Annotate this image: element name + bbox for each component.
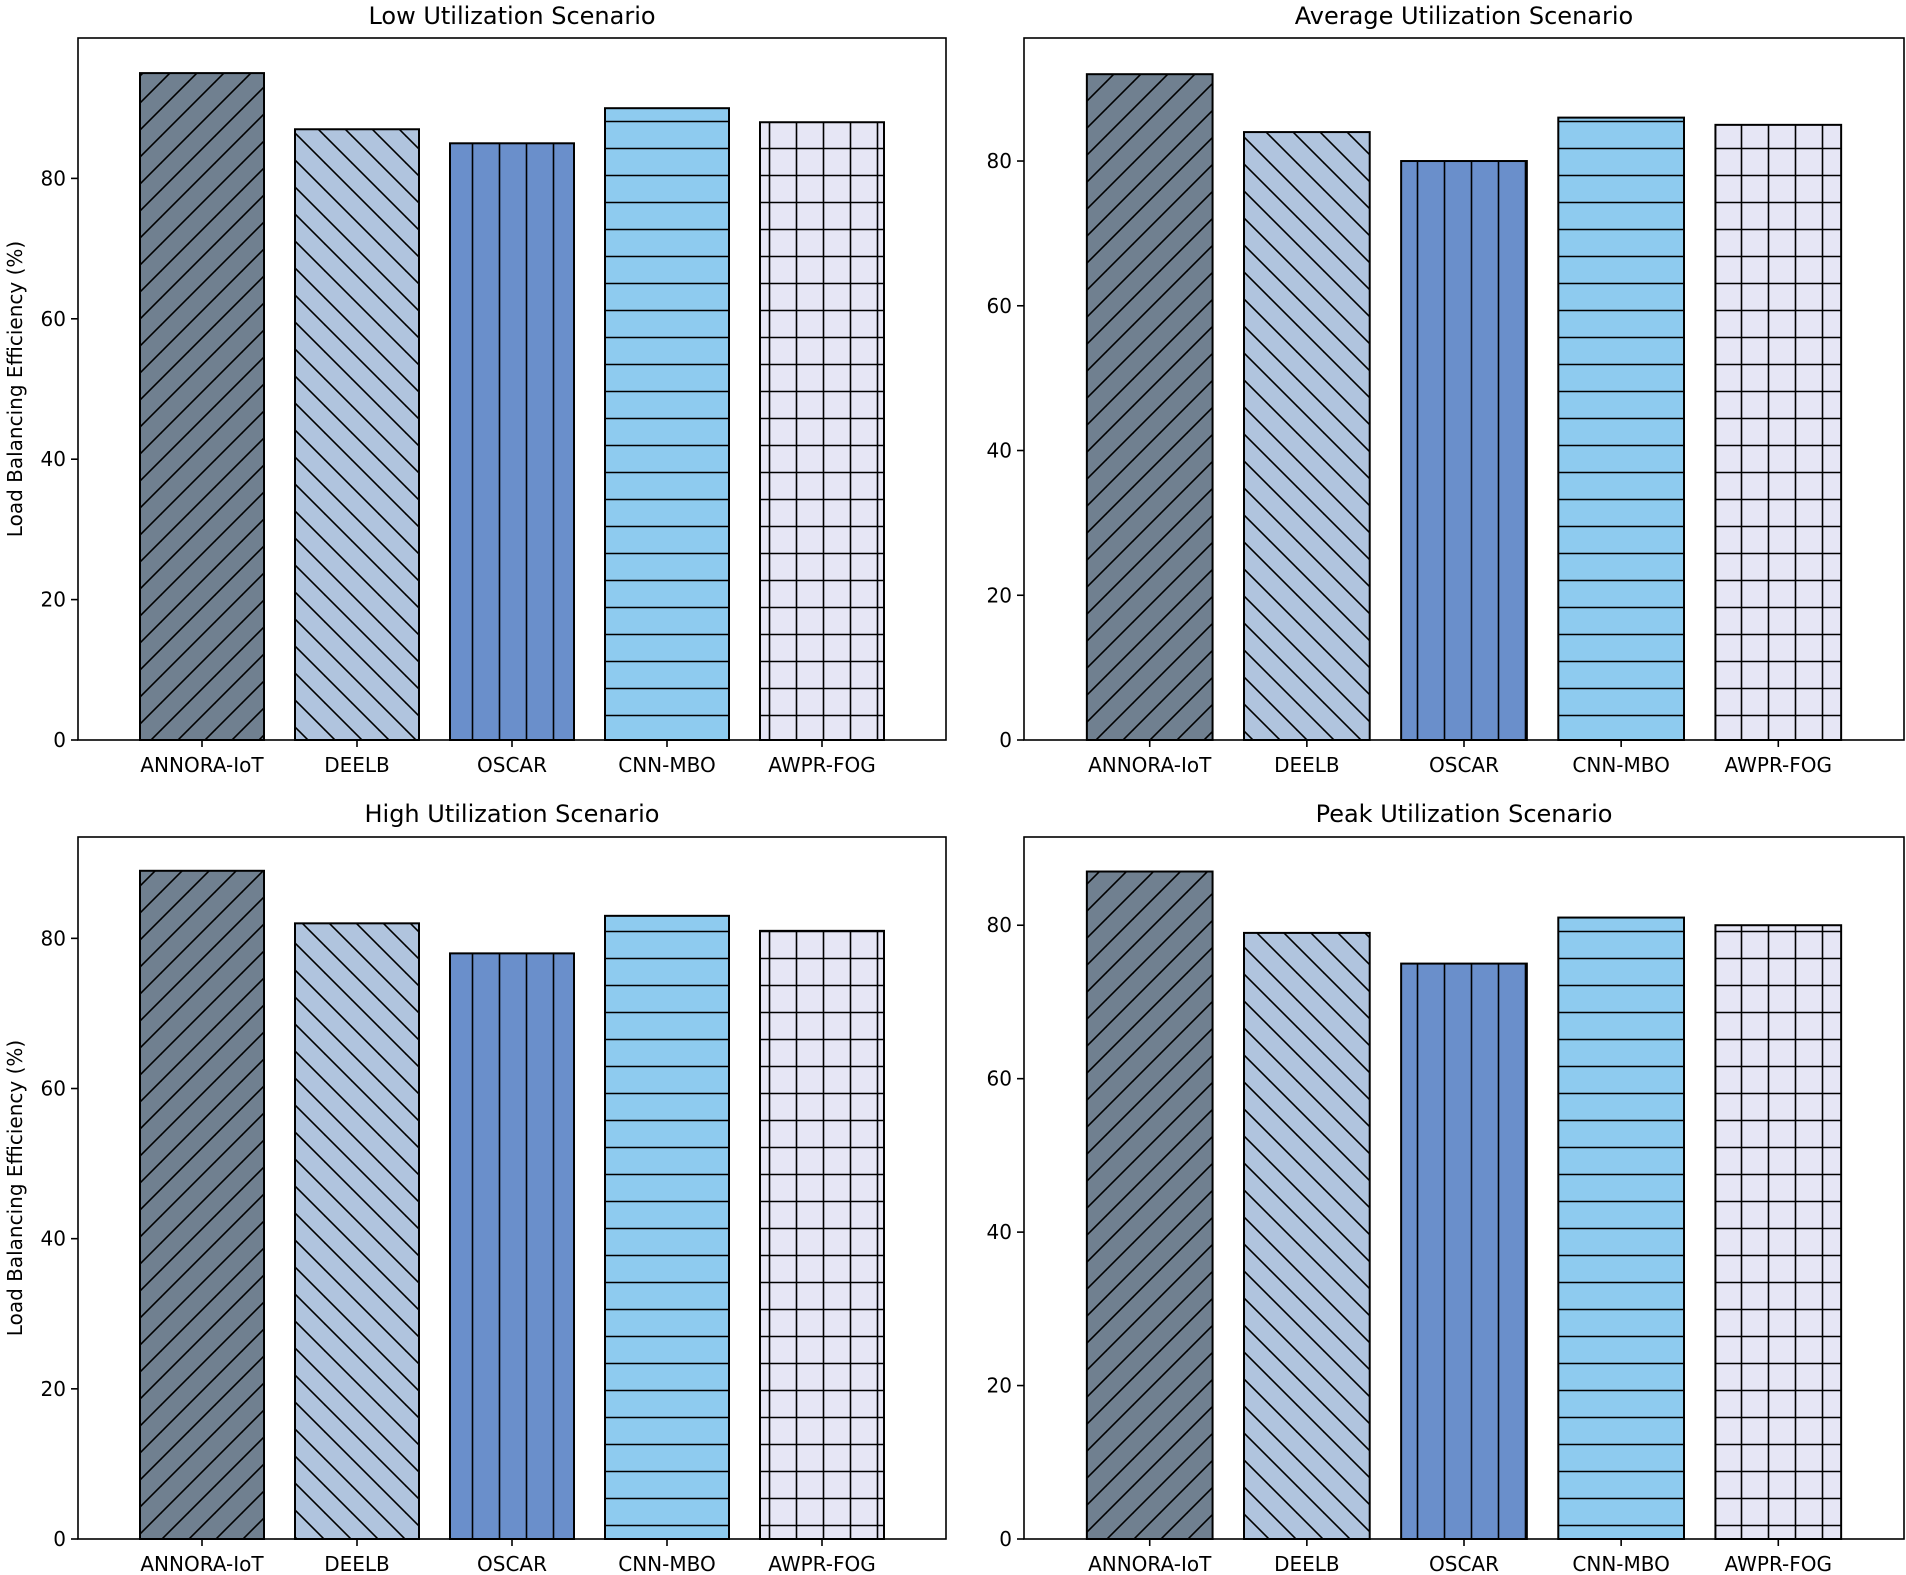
y-tick-label: 0 [53,728,66,752]
y-tick-label: 0 [999,728,1012,752]
x-tick-label: DEELB [1274,1552,1340,1575]
plot-area: 0 20 40 60 80 ANNORA-IoT DEELB OSCAR CNN-MBO AWPR… [41,836,947,1575]
y-tick-label: 80 [41,166,66,190]
y-tick-label: 20 [987,1374,1012,1398]
x-tick-label: ANNORA-IoT [140,753,264,777]
plot-area: 0 20 40 60 80 ANNORA-IoT DEELB OSCAR CNN-MBO AWPR… [987,836,1905,1575]
chart-title: High Utilization Scenario [364,800,659,828]
x-tick-label: OSCAR [1429,753,1499,777]
bar-oscar [449,952,575,1540]
y-tick-label: 60 [987,294,1012,318]
x-tick-label: CNN-MBO [618,1552,715,1575]
y-tick-label: 20 [41,1377,66,1401]
bar-oscar [449,142,575,742]
panel-peak-utilization: Peak Utilization Scenario 0 20 40 60 80 ANNOR… [987,800,1905,1575]
bar-awpr-fog [1714,924,1843,1540]
bar-cnn-mbo [1557,916,1686,1540]
bar-deelb [294,922,420,1540]
bar-awpr-fog [759,929,885,1540]
x-tick-label: CNN-MBO [1572,753,1669,777]
y-tick-label: 80 [41,926,66,950]
y-tick-label: 40 [987,1220,1012,1244]
y-axis-label: Load Balancing Efficiency (%) [3,1040,27,1336]
chart-title: Low Utilization Scenario [368,2,655,30]
x-tick-label: OSCAR [1429,1552,1499,1575]
bar-cnn-mbo [604,107,730,741]
x-tick-label: CNN-MBO [618,753,715,777]
bar-oscar [1400,962,1528,1540]
y-tick-label: 40 [41,1227,66,1251]
y-tick-label: 40 [987,439,1012,463]
y-tick-label: 60 [41,307,66,331]
x-tick-label: ANNORA-IoT [140,1552,264,1575]
y-tick-label: 80 [987,913,1012,937]
x-tick-label: AWPR-FOG [768,1552,875,1575]
x-tick-label: DEELB [324,753,390,777]
x-tick-label: ANNORA-IoT [1088,753,1212,777]
y-tick-label: 60 [987,1067,1012,1091]
x-tick-label: DEELB [324,1552,390,1575]
y-tick-label: 40 [41,447,66,471]
bar-deelb [1243,131,1371,741]
bar-annora-iot [1085,870,1214,1540]
x-tick-label: CNN-MBO [1572,1552,1669,1575]
bar-annora-iot [139,869,265,1540]
x-tick-label: OSCAR [477,753,547,777]
x-tick-label: AWPR-FOG [1725,753,1832,777]
y-tick-label: 0 [53,1527,66,1551]
y-tick-label: 20 [987,583,1012,607]
plot-area: 0 20 40 60 80 ANNORA-IoT DEELB OSCAR CNN-MBO AWPR… [41,37,947,777]
bar-cnn-mbo [1557,116,1686,742]
y-tick-label: 80 [987,149,1012,173]
chart-title: Average Utilization Scenario [1295,2,1633,30]
bar-cnn-mbo [604,914,730,1540]
chart-title: Peak Utilization Scenario [1316,800,1613,828]
bar-awpr-fog [1714,123,1843,742]
x-tick-label: OSCAR [477,1552,547,1575]
panel-high-utilization: High Utilization Scenario Load Balancing… [3,800,947,1575]
x-tick-label: DEELB [1274,753,1340,777]
y-tick-label: 0 [999,1527,1012,1551]
x-tick-label: AWPR-FOG [1725,1552,1832,1575]
bar-deelb [1243,931,1371,1540]
y-tick-label: 60 [41,1077,66,1101]
bar-annora-iot [1085,73,1214,741]
y-tick-label: 20 [41,588,66,612]
x-tick-label: AWPR-FOG [768,753,875,777]
bar-deelb [294,128,420,741]
x-tick-label: ANNORA-IoT [1088,1552,1212,1575]
bar-awpr-fog [759,121,885,742]
bar-oscar [1400,160,1528,741]
panel-average-utilization: Average Utilization Scenario 0 20 40 60 80 AN… [987,2,1905,777]
bar-annora-iot [139,72,265,742]
panel-low-utilization: Low Utilization Scenario Load Balancing … [3,2,947,777]
plot-area: 0 20 40 60 80 ANNORA-IoT DEELB OSCAR CNN-MBO AWPR… [987,37,1905,777]
y-axis-label: Load Balancing Efficiency (%) [3,241,27,537]
